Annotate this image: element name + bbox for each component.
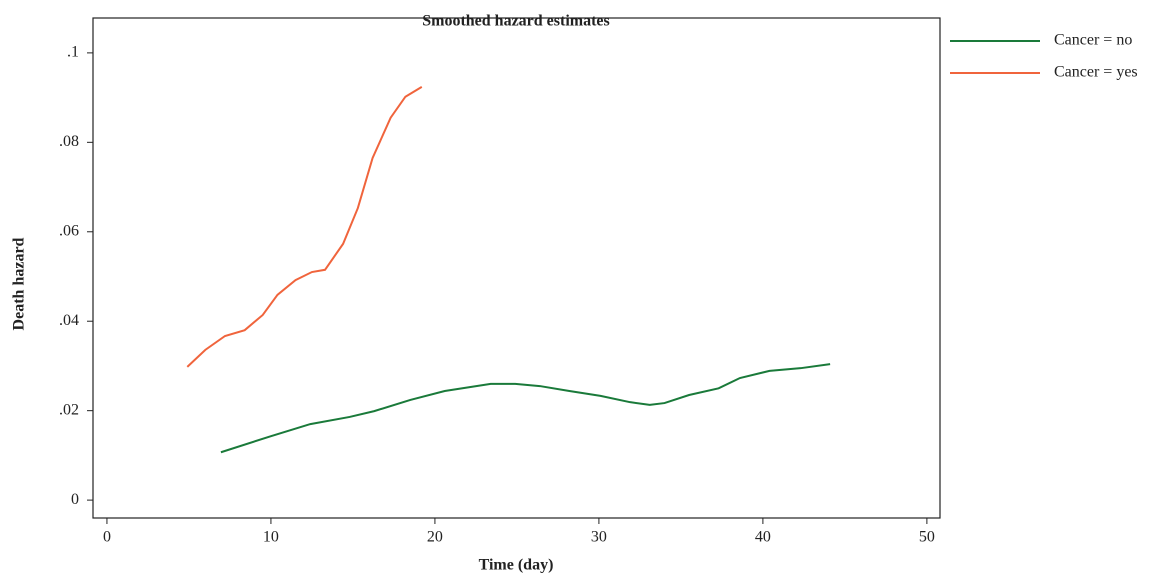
y-axis-label: Death hazard [11,237,28,330]
y-tick-label: 0 [71,491,79,508]
x-tick-label: 30 [591,529,607,546]
x-tick-label: 0 [103,529,111,546]
plot-frame [92,17,941,519]
x-tick-label: 40 [755,529,771,546]
y-tick-label: .06 [59,222,79,239]
x-axis-label: Time (day) [479,557,554,574]
y-tick-label: .04 [59,312,79,329]
chart-title: Smoothed hazard estimates [422,13,610,30]
series-line [220,363,831,454]
legend-label: Cancer = yes [1054,64,1138,81]
y-tick-label: .08 [59,133,79,150]
y-tick-label: .1 [67,44,79,61]
x-tick-label: 50 [919,529,935,546]
series-line [186,86,423,368]
y-tick-label: .02 [59,401,79,418]
x-tick-label: 20 [427,529,443,546]
x-tick-label: 10 [263,529,279,546]
legend-label: Cancer = no [1054,32,1132,49]
